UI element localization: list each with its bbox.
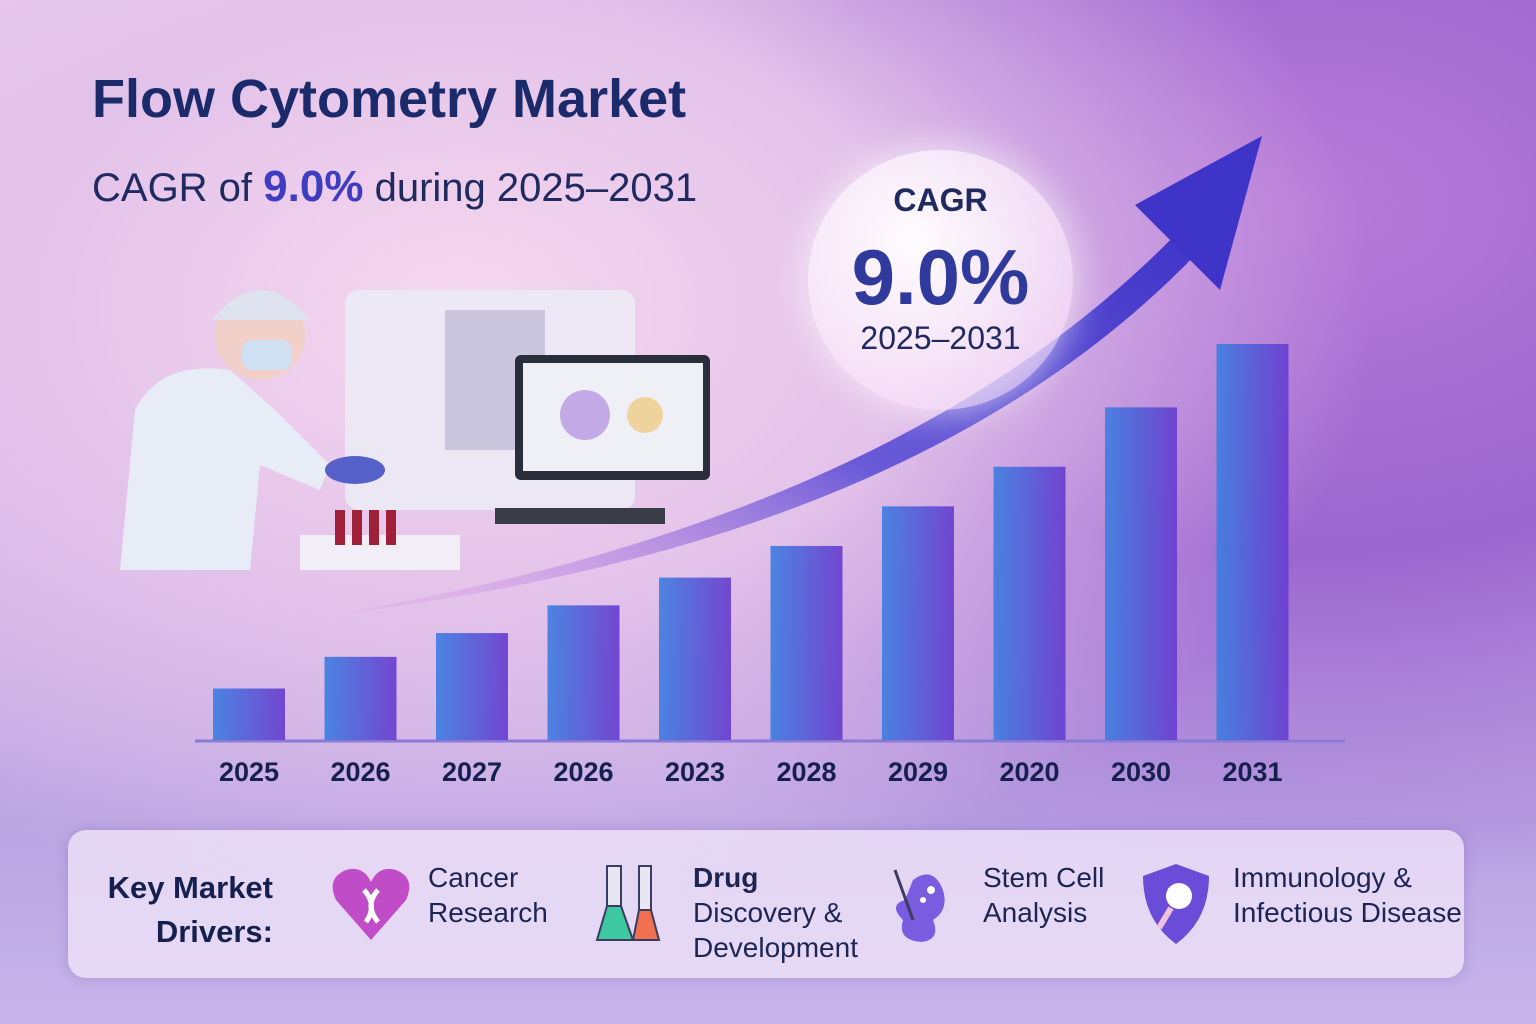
x-tick-label: 2028 — [776, 757, 836, 787]
bar-2028 — [770, 545, 843, 740]
page-subtitle: CAGR of 9.0% during 2025–2031 — [92, 162, 697, 212]
bar-2025 — [213, 688, 285, 740]
cagr-badge: CAGR 9.0% 2025–2031 — [808, 150, 1073, 410]
driver-cancer-research: Cancer Research — [328, 860, 548, 946]
flask-icon — [595, 865, 661, 941]
driver-stem-cell-analysis: Stem Cell Analysis — [883, 860, 1104, 946]
driver-label-line2: Analysis — [983, 897, 1088, 928]
cagr-badge-value: 9.0% — [851, 233, 1030, 321]
subtitle-suffix: during 2025–2031 — [374, 166, 698, 210]
stem-cell-icon — [893, 869, 945, 942]
x-tick-label: 2030 — [1111, 757, 1171, 787]
bar-2026 — [324, 656, 397, 740]
driver-label-line1: Immunology & — [1233, 862, 1412, 893]
bar-2030 — [1105, 407, 1177, 740]
trend-arrowhead — [1135, 136, 1262, 290]
x-tick-label: 2029 — [888, 757, 948, 787]
key-market-drivers-panel: Key Market Drivers: Cancer Research Drug D… — [68, 830, 1464, 978]
lab-scientist-illustration — [120, 290, 710, 570]
cagr-badge-label: CAGR — [893, 182, 988, 218]
x-tick-label: 2020 — [999, 757, 1059, 787]
bar-2020 — [993, 466, 1066, 740]
driver-label-line2: Research — [428, 897, 548, 928]
bar-2031 — [1216, 344, 1289, 740]
driver-label-line1: Stem Cell — [983, 862, 1105, 893]
driver-immunology: Immunology & Infectious Disease — [1133, 860, 1462, 946]
heart-ribbon-icon — [332, 868, 410, 940]
driver-drug-discovery: Drug Discovery & Development — [593, 860, 858, 965]
driver-label-line3: Development — [693, 932, 858, 963]
x-tick-label: 2026 — [553, 757, 613, 787]
subtitle-prefix: CAGR of — [92, 166, 253, 210]
x-tick-label: 2027 — [442, 757, 502, 787]
bar-2026 — [547, 605, 620, 740]
drivers-heading: Key Market Drivers: — [98, 866, 273, 954]
driver-label-line2: Infectious Disease — [1233, 897, 1462, 928]
page-title: Flow Cytometry Market — [92, 69, 687, 129]
bar-2029 — [882, 506, 954, 740]
x-tick-label: 2026 — [330, 757, 390, 787]
x-tick-label: 2031 — [1222, 757, 1282, 787]
drivers-heading-line1: Key Market — [107, 870, 273, 905]
x-tick-label: 2025 — [219, 757, 279, 787]
x-tick-label: 2023 — [665, 757, 725, 787]
subtitle-cagr-value: 9.0% — [263, 162, 364, 211]
bar-2023 — [659, 577, 731, 740]
bar-2027 — [436, 633, 508, 740]
shield-magnifier-icon — [1143, 864, 1209, 944]
driver-label-line2: Discovery & — [693, 897, 843, 928]
drivers-heading-line2: Drivers: — [155, 914, 273, 949]
driver-label-line1: Drug — [693, 862, 759, 893]
driver-label-line1: Cancer — [428, 862, 519, 893]
cagr-badge-period: 2025–2031 — [860, 320, 1021, 356]
